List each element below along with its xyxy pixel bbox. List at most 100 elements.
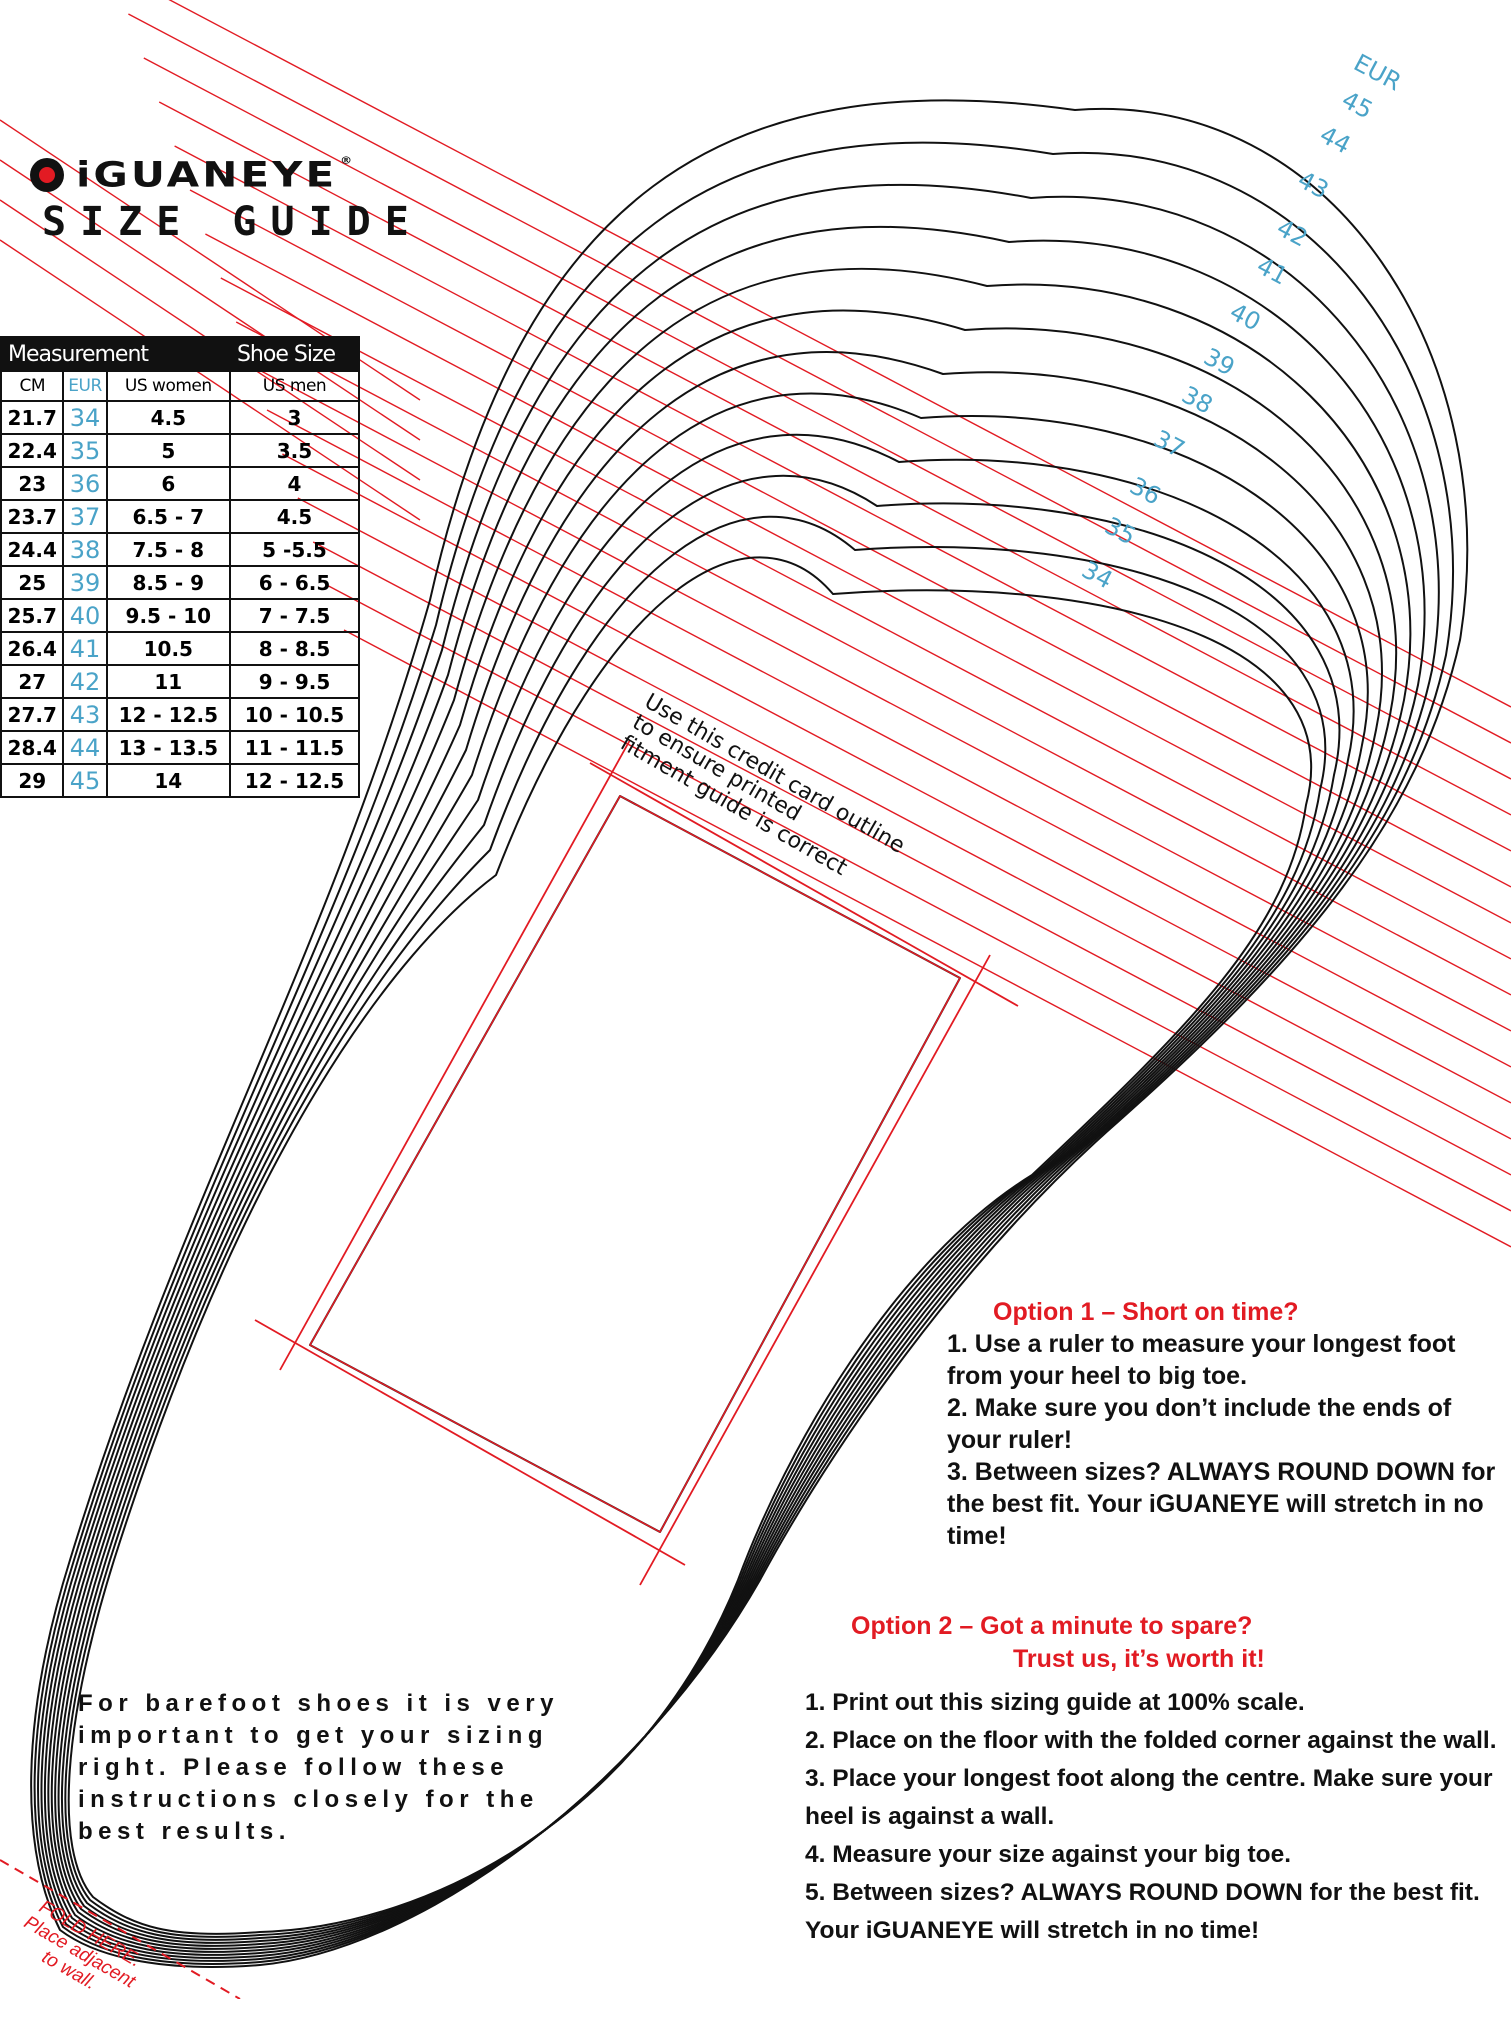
measure-line: [312, 541, 1511, 1176]
card-guide-line: [639, 954, 991, 1586]
cell-us-women: 8.5 - 9: [105, 565, 231, 600]
table-row: 26.4 41 10.5 8 - 8.5: [0, 631, 361, 666]
option2-step: 4. Measure your size against your big to…: [805, 1841, 1292, 1868]
cell-us-women: 7.5 - 8: [105, 532, 231, 567]
cell-us-women: 12 - 12.5: [105, 697, 231, 732]
measure-line: [251, 365, 1511, 1032]
cell-us-men: 7 - 7.5: [228, 598, 361, 633]
barefoot-note: For barefoot shoes it is very important …: [78, 1690, 559, 1845]
header-measurement: Measurement: [0, 336, 231, 372]
cell-us-men: 5 -5.5: [228, 532, 361, 567]
card-guide-line: [279, 739, 631, 1371]
option2-step: 3. Place your longest foot along the cen…: [805, 1765, 1493, 1830]
measure-line: [174, 145, 1511, 852]
cell-cm: 27.7: [0, 697, 65, 732]
table-row: 23.7 37 6.5 - 7 4.5: [0, 499, 361, 534]
option2-step: 2. Place on the floor with the folded co…: [805, 1727, 1497, 1754]
col-us-women: US women: [105, 370, 231, 402]
option2-step: 5. Between sizes? ALWAYS ROUND DOWN for …: [805, 1879, 1480, 1944]
outline-size-label: 42: [1272, 214, 1312, 253]
cell-us-women: 5: [105, 433, 231, 468]
measure-line: [266, 409, 1511, 1068]
table-row: 27 42 11 9 - 9.5: [0, 664, 361, 699]
fold-line: [0, 1859, 241, 1999]
outline-size-label: 44: [1315, 121, 1355, 160]
cell-cm: 23: [0, 466, 65, 501]
page-title: SIZE GUIDE: [42, 199, 423, 245]
table-row: 21.7 34 4.5 3: [0, 400, 361, 435]
measure-line: [205, 233, 1511, 924]
col-cm: CM: [0, 370, 65, 402]
cell-us-men: 3.5: [228, 433, 361, 468]
measure-line: [128, 13, 1511, 744]
option2-panel: Option 2 – Got a minute to spare? Trust …: [805, 1610, 1505, 1950]
cell-eur: 37: [62, 499, 108, 534]
cell-cm: 29: [0, 763, 65, 798]
table-row: 25.7 40 9.5 - 10 7 - 7.5: [0, 598, 361, 633]
cell-us-men: 3: [228, 400, 361, 435]
cell-cm: 27: [0, 664, 65, 699]
cell-us-men: 11 - 11.5: [228, 730, 361, 765]
cell-cm: 21.7: [0, 400, 65, 435]
option2-step: 1. Print out this sizing guide at 100% s…: [805, 1689, 1305, 1716]
measure-line: [189, 189, 1511, 888]
brand-name: iGUANEYE ®: [76, 154, 356, 195]
outline-size-label: 37: [1149, 425, 1189, 464]
measure-line: [168, 0, 1511, 708]
cell-cm: 28.4: [0, 730, 65, 765]
table-row: 27.7 43 12 - 12.5 10 - 10.5: [0, 697, 361, 732]
eye-icon: [30, 157, 64, 192]
cell-cm: 23.7: [0, 499, 65, 534]
cell-eur: 45: [62, 763, 108, 798]
cell-eur: 41: [62, 631, 108, 666]
brand-logo: iGUANEYE ® SIZE GUIDE: [30, 150, 423, 245]
cell-us-men: 9 - 9.5: [228, 664, 361, 699]
outline-size-label: 39: [1199, 343, 1239, 382]
cell-us-women: 11: [105, 664, 231, 699]
cell-eur: 44: [62, 730, 108, 765]
measure-line: [235, 321, 1511, 996]
card-guide-line: [254, 1319, 686, 1566]
outline-size-label: 38: [1177, 381, 1217, 420]
cell-us-women: 4.5: [105, 400, 231, 435]
outline-size-label: 41: [1252, 252, 1292, 291]
option1-panel: Option 1 – Short on time? 1. Use a ruler…: [947, 1296, 1507, 1552]
cell-cm: 26.4: [0, 631, 65, 666]
cell-us-women: 9.5 - 10: [105, 598, 231, 633]
outline-size-label: 36: [1125, 472, 1165, 511]
measure-line: [328, 585, 1511, 1212]
measure-line: [220, 277, 1511, 960]
option1-step: 2. Make sure you don’t include the ends …: [947, 1394, 1452, 1454]
cell-cm: 22.4: [0, 433, 65, 468]
cell-us-women: 10.5: [105, 631, 231, 666]
cell-cm: 24.4: [0, 532, 65, 567]
header-shoe-size: Shoe Size: [228, 336, 361, 372]
table-row: 23 36 6 4: [0, 466, 361, 501]
cell-us-men: 10 - 10.5: [228, 697, 361, 732]
table-row: 22.4 35 5 3.5: [0, 433, 361, 468]
col-us-men: US men: [228, 370, 361, 402]
option1-step: 1. Use a ruler to measure your longest f…: [947, 1330, 1456, 1390]
cell-cm: 25.7: [0, 598, 65, 633]
option1-step: 3. Between sizes? ALWAYS ROUND DOWN for …: [947, 1458, 1496, 1550]
col-eur: EUR: [62, 370, 108, 402]
outline-size-label: 45: [1337, 86, 1377, 125]
cell-eur: 42: [62, 664, 108, 699]
cell-eur: 40: [62, 598, 108, 633]
cell-us-women: 14: [105, 763, 231, 798]
cell-us-women: 6: [105, 466, 231, 501]
cell-us-men: 4.5: [228, 499, 361, 534]
cell-cm: 25: [0, 565, 65, 600]
table-row: 28.4 44 13 - 13.5 11 - 11.5: [0, 730, 361, 765]
cell-eur: 38: [62, 532, 108, 567]
option1-title: Option 1 – Short on time?: [993, 1298, 1299, 1326]
cell-us-men: 6 - 6.5: [228, 565, 361, 600]
cell-eur: 34: [62, 400, 108, 435]
size-table: Measurement Shoe Size CM EUR US women US…: [0, 336, 361, 798]
cell-eur: 39: [62, 565, 108, 600]
option2-subtitle: Trust us, it’s worth it!: [1013, 1645, 1265, 1673]
table-row: 29 45 14 12 - 12.5: [0, 763, 361, 798]
cell-eur: 35: [62, 433, 108, 468]
